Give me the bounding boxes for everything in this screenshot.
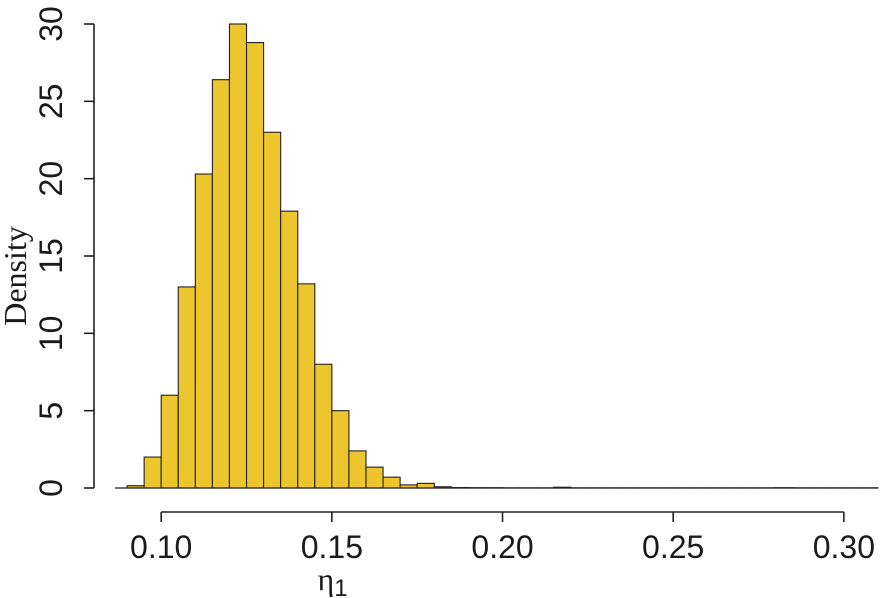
histogram-bar [365,466,384,489]
histogram-bar [331,410,350,489]
x-tick-label: 0.20 [471,529,533,565]
axes-group: 0.10 0.15 0.20 0.25 0.30 0 5 10 15 20 25 30 [33,6,878,565]
histogram-bar [382,476,401,489]
y-axis-label: Density [0,226,33,326]
x-axis-label-main: η [317,561,334,597]
x-tick-label: 0.15 [301,529,363,565]
histogram-bar [228,23,248,489]
x-tick-label: 0.10 [130,529,192,565]
histogram-bar [177,286,196,489]
x-axis-label: η1 [317,561,347,598]
y-tick-label: 10 [33,316,69,352]
x-axis-label-subscript: 1 [334,575,347,598]
histogram-bar [263,131,282,489]
histogram-bar [416,482,435,489]
histogram-bar [143,456,162,489]
y-tick-label: 5 [33,402,69,420]
y-tick-label: 15 [33,238,69,274]
histogram-bar [297,283,316,489]
histogram-bar [160,394,179,489]
histogram-bar [194,173,213,489]
histogram-bar [211,79,231,489]
y-tick-label: 20 [33,161,69,197]
bars-group [126,23,879,489]
histogram-bar [280,210,299,489]
histogram-bar [314,363,333,489]
x-tick-label: 0.30 [813,529,875,565]
histogram-bar [245,42,265,489]
y-tick-label: 0 [33,479,69,497]
x-tick-label: 0.25 [642,529,704,565]
y-tick-label: 25 [33,84,69,120]
y-tick-label: 30 [33,6,69,42]
histogram-bar [348,450,367,489]
